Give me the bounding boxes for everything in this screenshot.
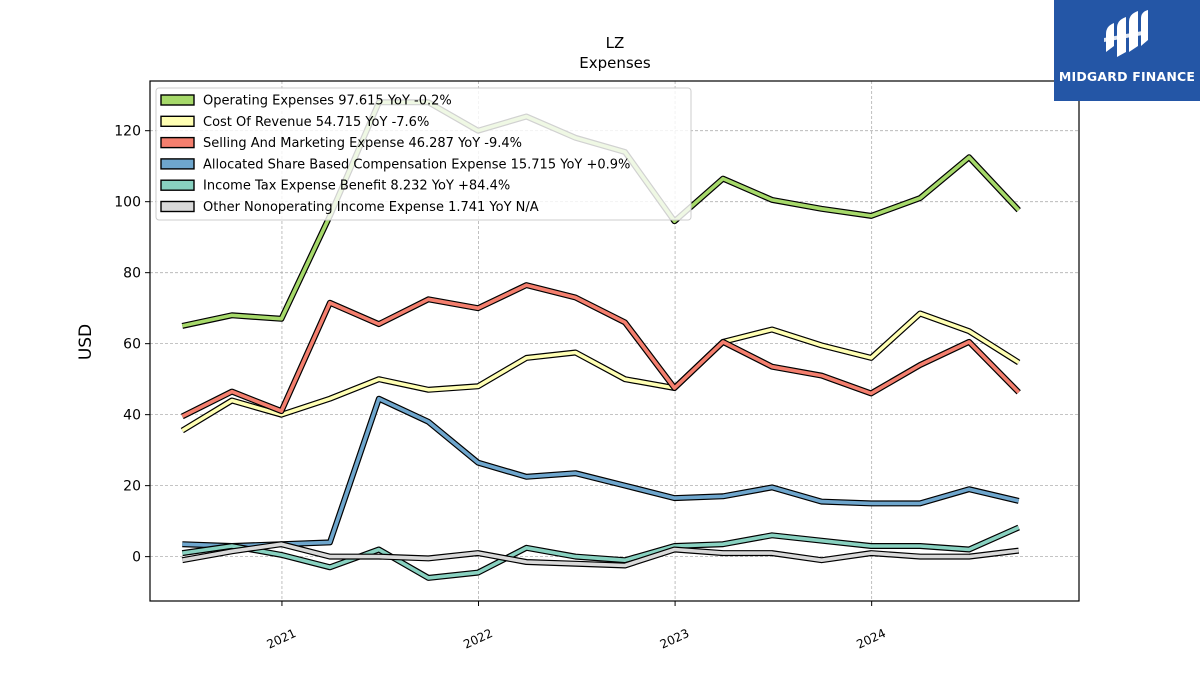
- legend-label: Allocated Share Based Compensation Expen…: [203, 157, 630, 172]
- legend: Operating Expenses 97.615 YoY -0.2% Cost …: [155, 87, 692, 221]
- legend-label: Operating Expenses 97.615 YoY -0.2%: [203, 94, 452, 109]
- series-line-stroke: [181, 283, 1020, 419]
- series-line: [180, 310, 1021, 434]
- x-tick-label: 2022: [461, 626, 495, 652]
- brand-name: MIDGARD FINANCE: [1058, 69, 1196, 84]
- legend-label: Selling And Marketing Expense 46.287 YoY…: [203, 136, 522, 151]
- legend-swatch: [160, 200, 195, 213]
- series-line-stroke: [181, 542, 1019, 568]
- series-line: [182, 395, 1020, 549]
- y-tick-label: 40: [123, 408, 141, 424]
- legend-item: Income Tax Expense Benefit 8.232 YoY +84…: [160, 179, 510, 194]
- series-line-stroke: [182, 396, 1020, 548]
- y-tick-label: 0: [132, 550, 141, 566]
- y-tick-label: 80: [123, 266, 141, 282]
- legend-swatch: [160, 136, 195, 149]
- plot-area-frame: [149, 80, 1080, 602]
- series-line: [181, 524, 1020, 581]
- midgard-m-logo-icon: [1104, 10, 1148, 57]
- legend-box: [155, 87, 692, 221]
- y-axis-label: USD: [76, 324, 96, 360]
- legend-label: Other Nonoperating Income Expense 1.741 …: [203, 200, 539, 215]
- chart-subtitle: Expenses: [579, 54, 651, 72]
- series-line-stroke: [181, 311, 1020, 433]
- legend-swatch: [160, 115, 195, 128]
- legend-item: Cost Of Revenue 54.715 YoY -7.6%: [160, 115, 429, 130]
- legend-label: Cost Of Revenue 54.715 YoY -7.6%: [203, 115, 429, 130]
- x-tick-label: 2024: [854, 626, 888, 652]
- y-tick-label: 100: [114, 195, 141, 211]
- x-tick-label: 2021: [265, 626, 299, 652]
- legend-item: Other Nonoperating Income Expense 1.741 …: [160, 200, 539, 215]
- legend-label: Income Tax Expense Benefit 8.232 YoY +84…: [203, 179, 510, 194]
- midgard-finance-logo: MIDGARD FINANCE: [1054, 0, 1200, 101]
- series-line-outline: [182, 395, 1020, 549]
- y-tick-label: 120: [114, 124, 141, 140]
- y-tick-label: 60: [123, 337, 141, 353]
- legend-swatch: [160, 158, 195, 170]
- chart-title: LZ: [606, 34, 625, 52]
- series-line: [181, 541, 1020, 569]
- series-line: [180, 282, 1021, 420]
- legend-item: Operating Expenses 97.615 YoY -0.2%: [160, 94, 452, 109]
- legend-swatch: [160, 179, 195, 191]
- series-line-outline: [180, 310, 1021, 434]
- y-tick-label: 20: [123, 479, 141, 495]
- legend-swatch: [160, 94, 195, 106]
- legend-item: Allocated Share Based Compensation Expen…: [160, 157, 630, 172]
- legend-item: Selling And Marketing Expense 46.287 YoY…: [160, 136, 522, 151]
- x-tick-label: 2023: [658, 626, 692, 652]
- series-line-stroke: [182, 525, 1020, 580]
